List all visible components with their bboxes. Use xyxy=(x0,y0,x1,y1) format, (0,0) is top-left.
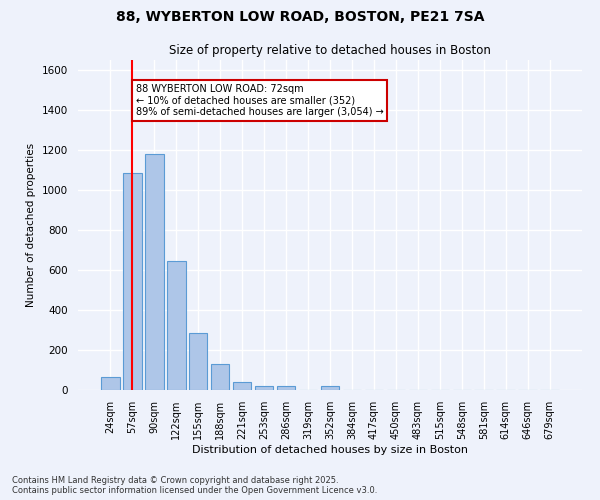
Text: 88, WYBERTON LOW ROAD, BOSTON, PE21 7SA: 88, WYBERTON LOW ROAD, BOSTON, PE21 7SA xyxy=(116,10,484,24)
Bar xyxy=(189,333,208,390)
Title: Size of property relative to detached houses in Boston: Size of property relative to detached ho… xyxy=(169,44,491,58)
Bar xyxy=(167,261,185,390)
Bar xyxy=(123,173,142,390)
X-axis label: Distribution of detached houses by size in Boston: Distribution of detached houses by size … xyxy=(192,444,468,454)
Bar xyxy=(101,377,119,390)
Text: 88 WYBERTON LOW ROAD: 72sqm
← 10% of detached houses are smaller (352)
89% of se: 88 WYBERTON LOW ROAD: 72sqm ← 10% of det… xyxy=(136,84,383,117)
Text: Contains HM Land Registry data © Crown copyright and database right 2025.
Contai: Contains HM Land Registry data © Crown c… xyxy=(12,476,377,495)
Bar xyxy=(255,386,274,390)
Bar xyxy=(233,382,251,390)
Y-axis label: Number of detached properties: Number of detached properties xyxy=(26,143,37,307)
Bar xyxy=(211,364,229,390)
Bar xyxy=(145,154,164,390)
Bar xyxy=(320,386,340,390)
Bar xyxy=(277,386,295,390)
